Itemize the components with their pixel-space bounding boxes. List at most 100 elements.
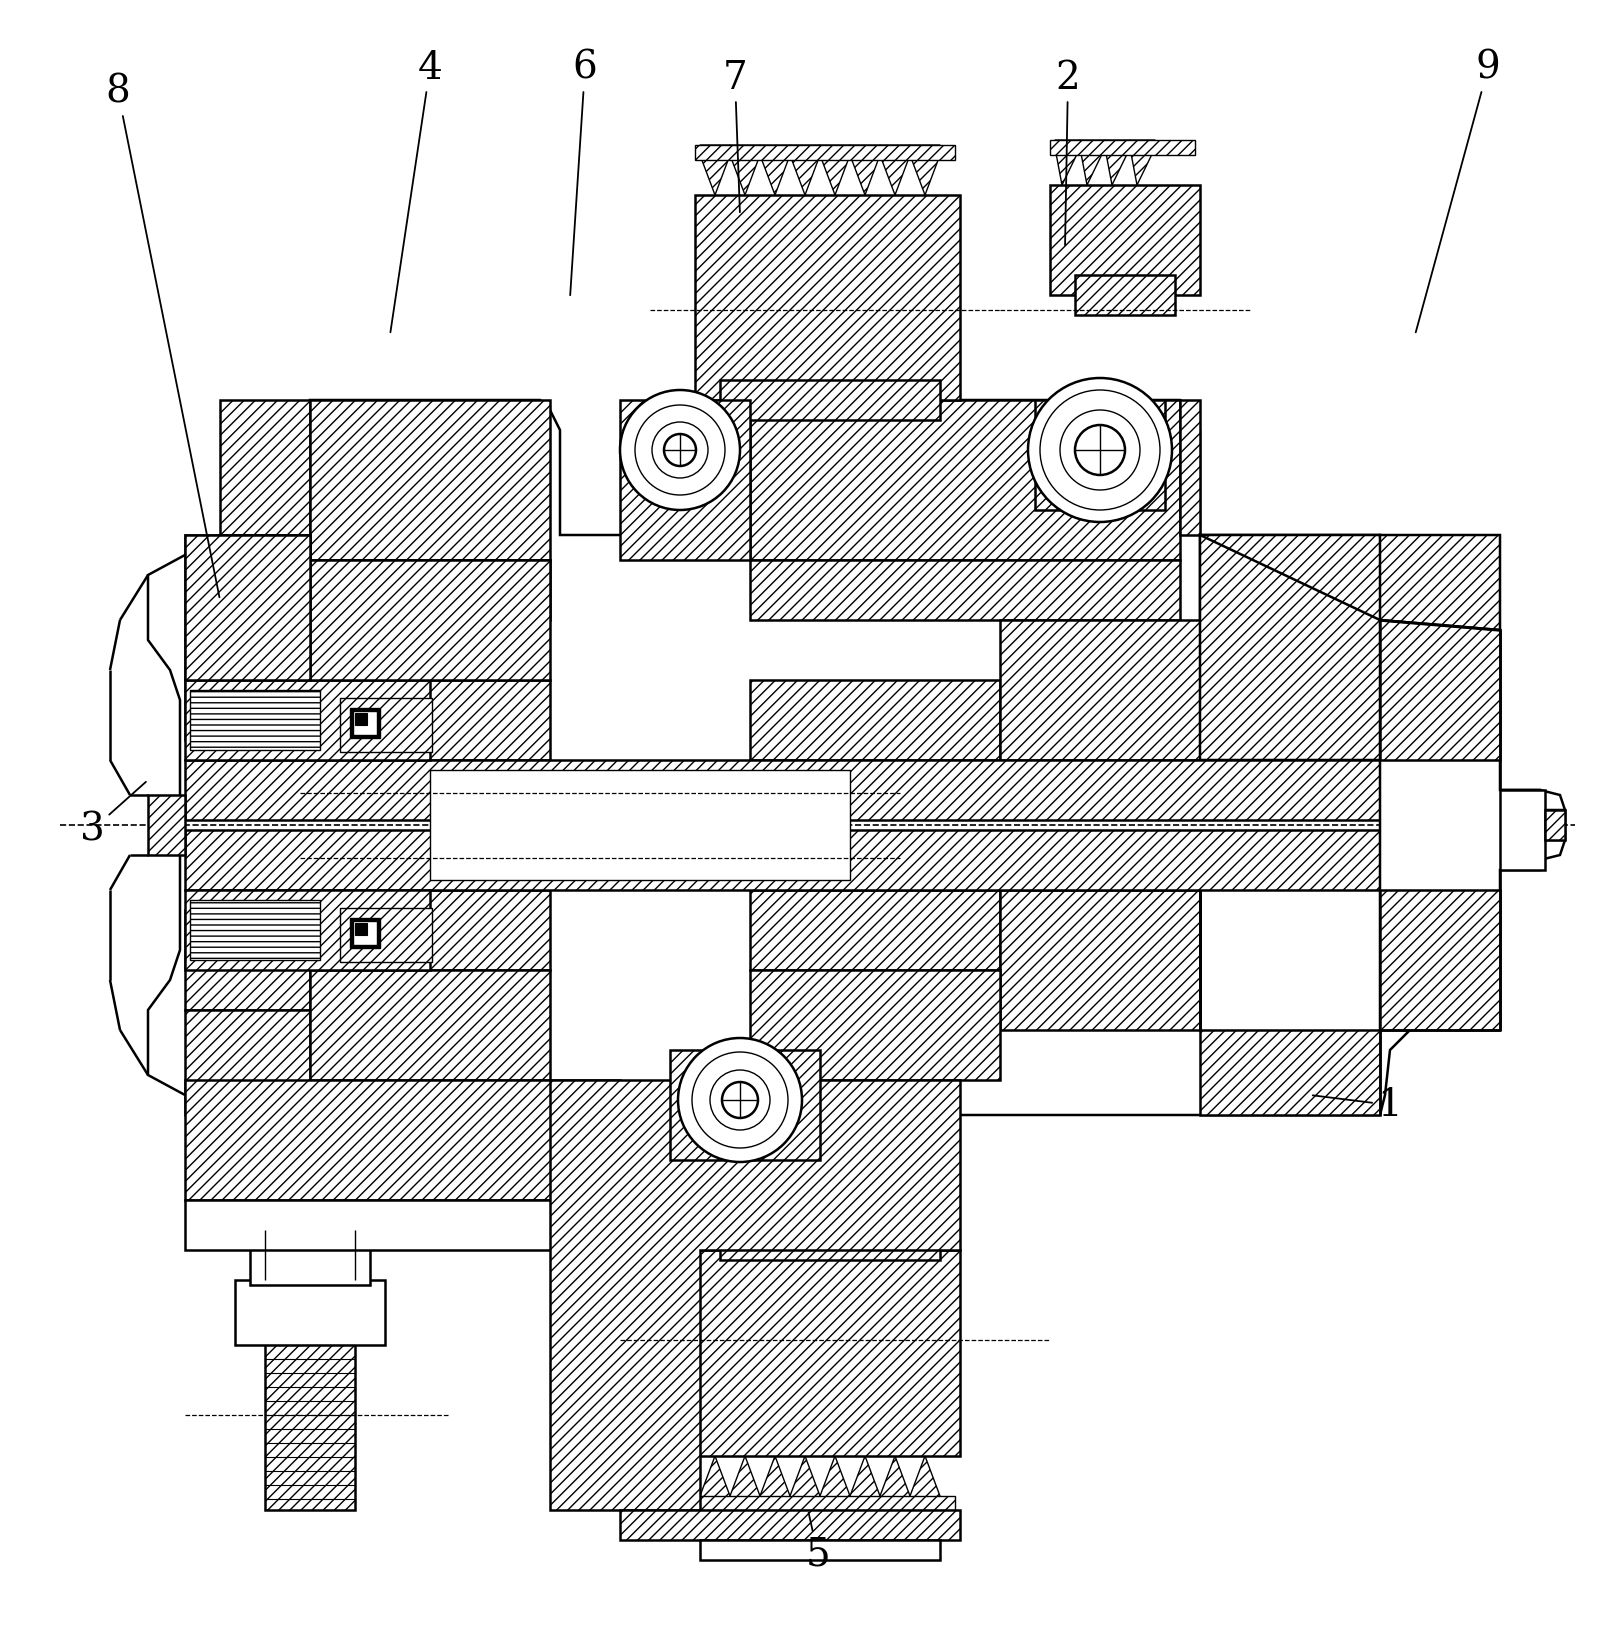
Polygon shape	[760, 1456, 790, 1506]
Polygon shape	[1380, 890, 1500, 1030]
Bar	[352, 921, 377, 944]
Polygon shape	[1380, 621, 1564, 1030]
Text: 1: 1	[1312, 1086, 1403, 1123]
Polygon shape	[250, 1230, 370, 1284]
Polygon shape	[184, 890, 430, 971]
Bar	[351, 708, 380, 738]
Polygon shape	[700, 1540, 941, 1560]
Circle shape	[651, 423, 708, 479]
Polygon shape	[750, 971, 1000, 1080]
Polygon shape	[730, 1456, 760, 1506]
Polygon shape	[234, 1280, 385, 1346]
Polygon shape	[1050, 185, 1201, 296]
Text: 8: 8	[105, 74, 220, 598]
Text: 7: 7	[722, 59, 747, 213]
Text: 4: 4	[391, 50, 443, 332]
Polygon shape	[265, 1341, 356, 1511]
Polygon shape	[310, 971, 549, 1080]
Polygon shape	[850, 1456, 881, 1506]
Polygon shape	[695, 1250, 960, 1456]
Text: 3: 3	[79, 783, 145, 849]
Polygon shape	[750, 400, 1180, 560]
Polygon shape	[1201, 535, 1385, 621]
Polygon shape	[184, 535, 310, 680]
Polygon shape	[184, 1080, 621, 1200]
Polygon shape	[310, 890, 549, 971]
Polygon shape	[184, 535, 310, 641]
Circle shape	[722, 1081, 758, 1118]
Polygon shape	[184, 680, 430, 759]
Polygon shape	[721, 1230, 941, 1260]
Polygon shape	[910, 145, 941, 195]
Circle shape	[1028, 378, 1172, 522]
Circle shape	[1075, 424, 1125, 475]
Polygon shape	[910, 1456, 941, 1506]
Polygon shape	[750, 890, 1000, 971]
Polygon shape	[220, 400, 310, 535]
Polygon shape	[750, 560, 1180, 621]
Bar	[695, 145, 955, 160]
Circle shape	[692, 1052, 789, 1147]
Circle shape	[635, 404, 726, 495]
Bar	[351, 918, 380, 948]
Polygon shape	[1500, 789, 1545, 870]
Polygon shape	[1201, 890, 1380, 1114]
Circle shape	[1041, 390, 1160, 510]
Polygon shape	[850, 145, 881, 195]
Text: 2: 2	[1055, 59, 1081, 246]
Polygon shape	[671, 1050, 819, 1161]
Polygon shape	[700, 1456, 730, 1506]
Circle shape	[1060, 409, 1139, 490]
Polygon shape	[819, 1456, 850, 1506]
Polygon shape	[310, 560, 549, 680]
Polygon shape	[1079, 140, 1105, 185]
Polygon shape	[149, 796, 184, 855]
Polygon shape	[184, 1010, 310, 1114]
Polygon shape	[790, 145, 819, 195]
Circle shape	[664, 434, 696, 466]
Bar	[356, 923, 367, 934]
Polygon shape	[149, 400, 1564, 1114]
Polygon shape	[1000, 621, 1201, 759]
Polygon shape	[310, 535, 549, 621]
Polygon shape	[881, 1456, 910, 1506]
Polygon shape	[184, 910, 310, 1010]
Circle shape	[621, 390, 740, 510]
Text: 9: 9	[1416, 50, 1500, 332]
Polygon shape	[191, 900, 320, 959]
Bar	[1050, 140, 1194, 155]
Polygon shape	[700, 145, 730, 195]
Polygon shape	[184, 1200, 621, 1250]
Polygon shape	[1034, 400, 1165, 510]
Polygon shape	[621, 1511, 960, 1540]
Bar	[352, 712, 377, 735]
Polygon shape	[310, 400, 549, 560]
Polygon shape	[621, 400, 750, 560]
Polygon shape	[760, 145, 790, 195]
Polygon shape	[184, 759, 1380, 821]
Circle shape	[709, 1070, 769, 1129]
Polygon shape	[721, 380, 941, 419]
Polygon shape	[750, 680, 1000, 759]
Polygon shape	[819, 145, 850, 195]
Polygon shape	[1545, 811, 1564, 840]
Polygon shape	[1380, 621, 1500, 759]
Polygon shape	[1380, 535, 1500, 631]
Polygon shape	[191, 690, 320, 750]
Polygon shape	[1000, 890, 1201, 1030]
Polygon shape	[1105, 140, 1130, 185]
Bar	[695, 1496, 955, 1511]
Polygon shape	[881, 145, 910, 195]
Polygon shape	[549, 1080, 960, 1511]
Polygon shape	[695, 195, 960, 400]
Polygon shape	[1130, 140, 1155, 185]
Polygon shape	[1201, 535, 1385, 759]
Polygon shape	[1180, 400, 1201, 535]
Polygon shape	[184, 641, 310, 740]
Polygon shape	[310, 680, 549, 759]
Polygon shape	[1055, 140, 1079, 185]
Polygon shape	[730, 145, 760, 195]
Polygon shape	[184, 830, 1380, 890]
Bar	[356, 713, 367, 725]
Circle shape	[679, 1038, 802, 1162]
